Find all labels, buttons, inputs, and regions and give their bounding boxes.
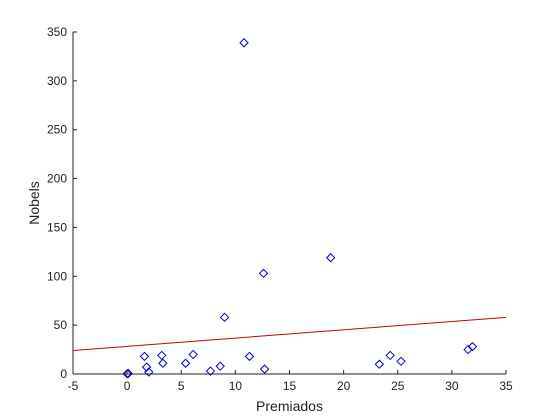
y-tick-label: 350 — [47, 25, 67, 39]
x-axis-label: Premiados — [256, 398, 323, 414]
x-tick-label: 30 — [445, 379, 459, 393]
y-tick-label: 50 — [54, 318, 68, 332]
x-tick-label: 15 — [283, 379, 297, 393]
y-tick-label: 200 — [47, 172, 67, 186]
x-tick-label: 25 — [391, 379, 405, 393]
y-tick-label: 0 — [60, 367, 67, 381]
y-axis-label: Nobels — [26, 181, 42, 225]
y-tick-label: 300 — [47, 74, 67, 88]
x-tick-label: 20 — [337, 379, 351, 393]
x-tick-label: 35 — [499, 379, 513, 393]
x-tick-label: 10 — [229, 379, 243, 393]
x-tick-label: 0 — [124, 379, 131, 393]
y-tick-label: 250 — [47, 123, 67, 137]
y-tick-label: 100 — [47, 269, 67, 283]
x-tick-label: 5 — [178, 379, 185, 393]
x-tick-label: -5 — [68, 379, 79, 393]
y-tick-label: 150 — [47, 220, 67, 234]
